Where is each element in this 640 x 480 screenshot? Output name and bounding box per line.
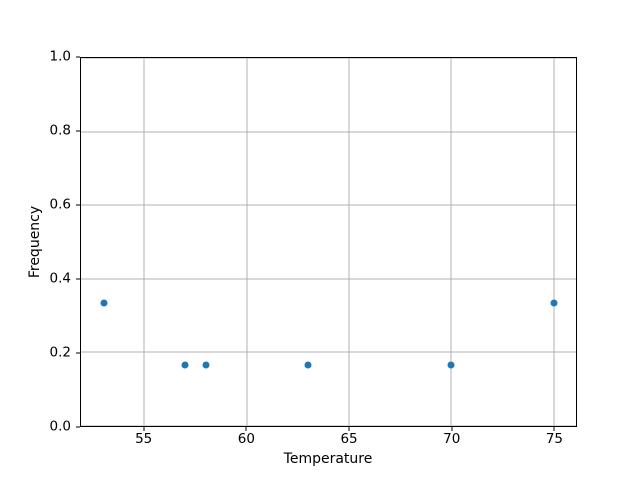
y-tick-label: 0.0 <box>49 418 71 435</box>
y-axis-ticks: 0.0 0.2 0.4 0.6 0.8 1.0 <box>0 50 80 433</box>
y-gridline <box>81 425 576 426</box>
scatter-points <box>81 58 576 426</box>
data-point <box>550 299 557 307</box>
x-gridline <box>553 58 554 426</box>
y-gridline <box>81 351 576 353</box>
x-gridline <box>450 58 452 426</box>
x-tick-label: 75 <box>545 431 563 447</box>
x-tick-mark <box>553 427 555 431</box>
y-gridline <box>81 58 576 59</box>
x-tick-label: 60 <box>237 431 255 447</box>
data-point <box>202 361 210 369</box>
data-point <box>100 299 107 307</box>
data-point <box>304 361 312 369</box>
x-gridline <box>348 58 350 426</box>
x-tick-mark <box>348 427 350 431</box>
y-tick-mark <box>76 56 80 58</box>
y-gridline <box>81 131 576 133</box>
y-tick-mark <box>76 278 80 280</box>
y-tick-mark <box>76 130 80 132</box>
y-tick-mark <box>76 352 80 354</box>
y-tick-label: 0.6 <box>49 196 71 213</box>
y-tick-mark <box>76 426 80 428</box>
x-tick-mark <box>143 427 145 431</box>
y-gridline <box>81 204 576 206</box>
plot-area <box>80 57 577 427</box>
x-tick-label: 70 <box>443 431 461 447</box>
x-tick-mark <box>245 427 247 431</box>
y-tick-label: 0.4 <box>49 270 71 287</box>
data-point <box>181 361 189 369</box>
x-tick-mark <box>451 427 453 431</box>
x-tick-label: 65 <box>340 431 358 447</box>
x-gridline <box>246 58 248 426</box>
x-gridline <box>143 58 145 426</box>
x-axis-label: Temperature <box>283 451 373 467</box>
y-tick-label: 0.8 <box>49 122 71 139</box>
y-tick-label: 0.2 <box>49 344 71 361</box>
y-gridline <box>81 278 576 280</box>
gridlines <box>81 58 576 426</box>
x-tick-label: 55 <box>135 431 153 447</box>
y-axis-label: Frequency <box>27 205 43 279</box>
y-tick-label: 1.0 <box>49 48 71 65</box>
y-tick-mark <box>76 204 80 206</box>
data-point <box>447 361 455 369</box>
